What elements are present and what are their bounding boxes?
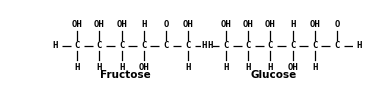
Text: OH: OH [309, 20, 320, 29]
Text: O: O [163, 20, 169, 29]
Text: C: C [290, 41, 295, 50]
Text: H: H [53, 41, 58, 50]
Text: Fructose: Fructose [100, 70, 150, 80]
Text: OH: OH [183, 20, 194, 29]
Text: H: H [208, 41, 213, 50]
Text: C: C [119, 41, 124, 50]
Text: C: C [223, 41, 229, 50]
Text: OH: OH [138, 62, 149, 72]
Text: C: C [334, 41, 340, 50]
Text: H: H [312, 62, 318, 72]
Text: H: H [268, 62, 273, 72]
Text: OH: OH [287, 62, 298, 72]
Text: H: H [246, 62, 251, 72]
Text: H: H [290, 20, 295, 29]
Text: H: H [74, 62, 80, 72]
Text: OH: OH [94, 20, 105, 29]
Text: C: C [141, 41, 147, 50]
Text: C: C [312, 41, 318, 50]
Text: H: H [223, 62, 229, 72]
Text: H: H [97, 62, 102, 72]
Text: H: H [201, 41, 207, 50]
Text: O: O [334, 20, 340, 29]
Text: OH: OH [243, 20, 254, 29]
Text: Glucose: Glucose [251, 70, 297, 80]
Text: C: C [246, 41, 251, 50]
Text: OH: OH [116, 20, 127, 29]
Text: H: H [141, 20, 147, 29]
Text: H: H [185, 62, 191, 72]
Text: H: H [356, 41, 362, 50]
Text: C: C [97, 41, 102, 50]
Text: C: C [185, 41, 191, 50]
Text: C: C [268, 41, 273, 50]
Text: OH: OH [265, 20, 276, 29]
Text: OH: OH [221, 20, 232, 29]
Text: C: C [163, 41, 169, 50]
Text: OH: OH [72, 20, 83, 29]
Text: C: C [74, 41, 80, 50]
Text: H: H [119, 62, 124, 72]
